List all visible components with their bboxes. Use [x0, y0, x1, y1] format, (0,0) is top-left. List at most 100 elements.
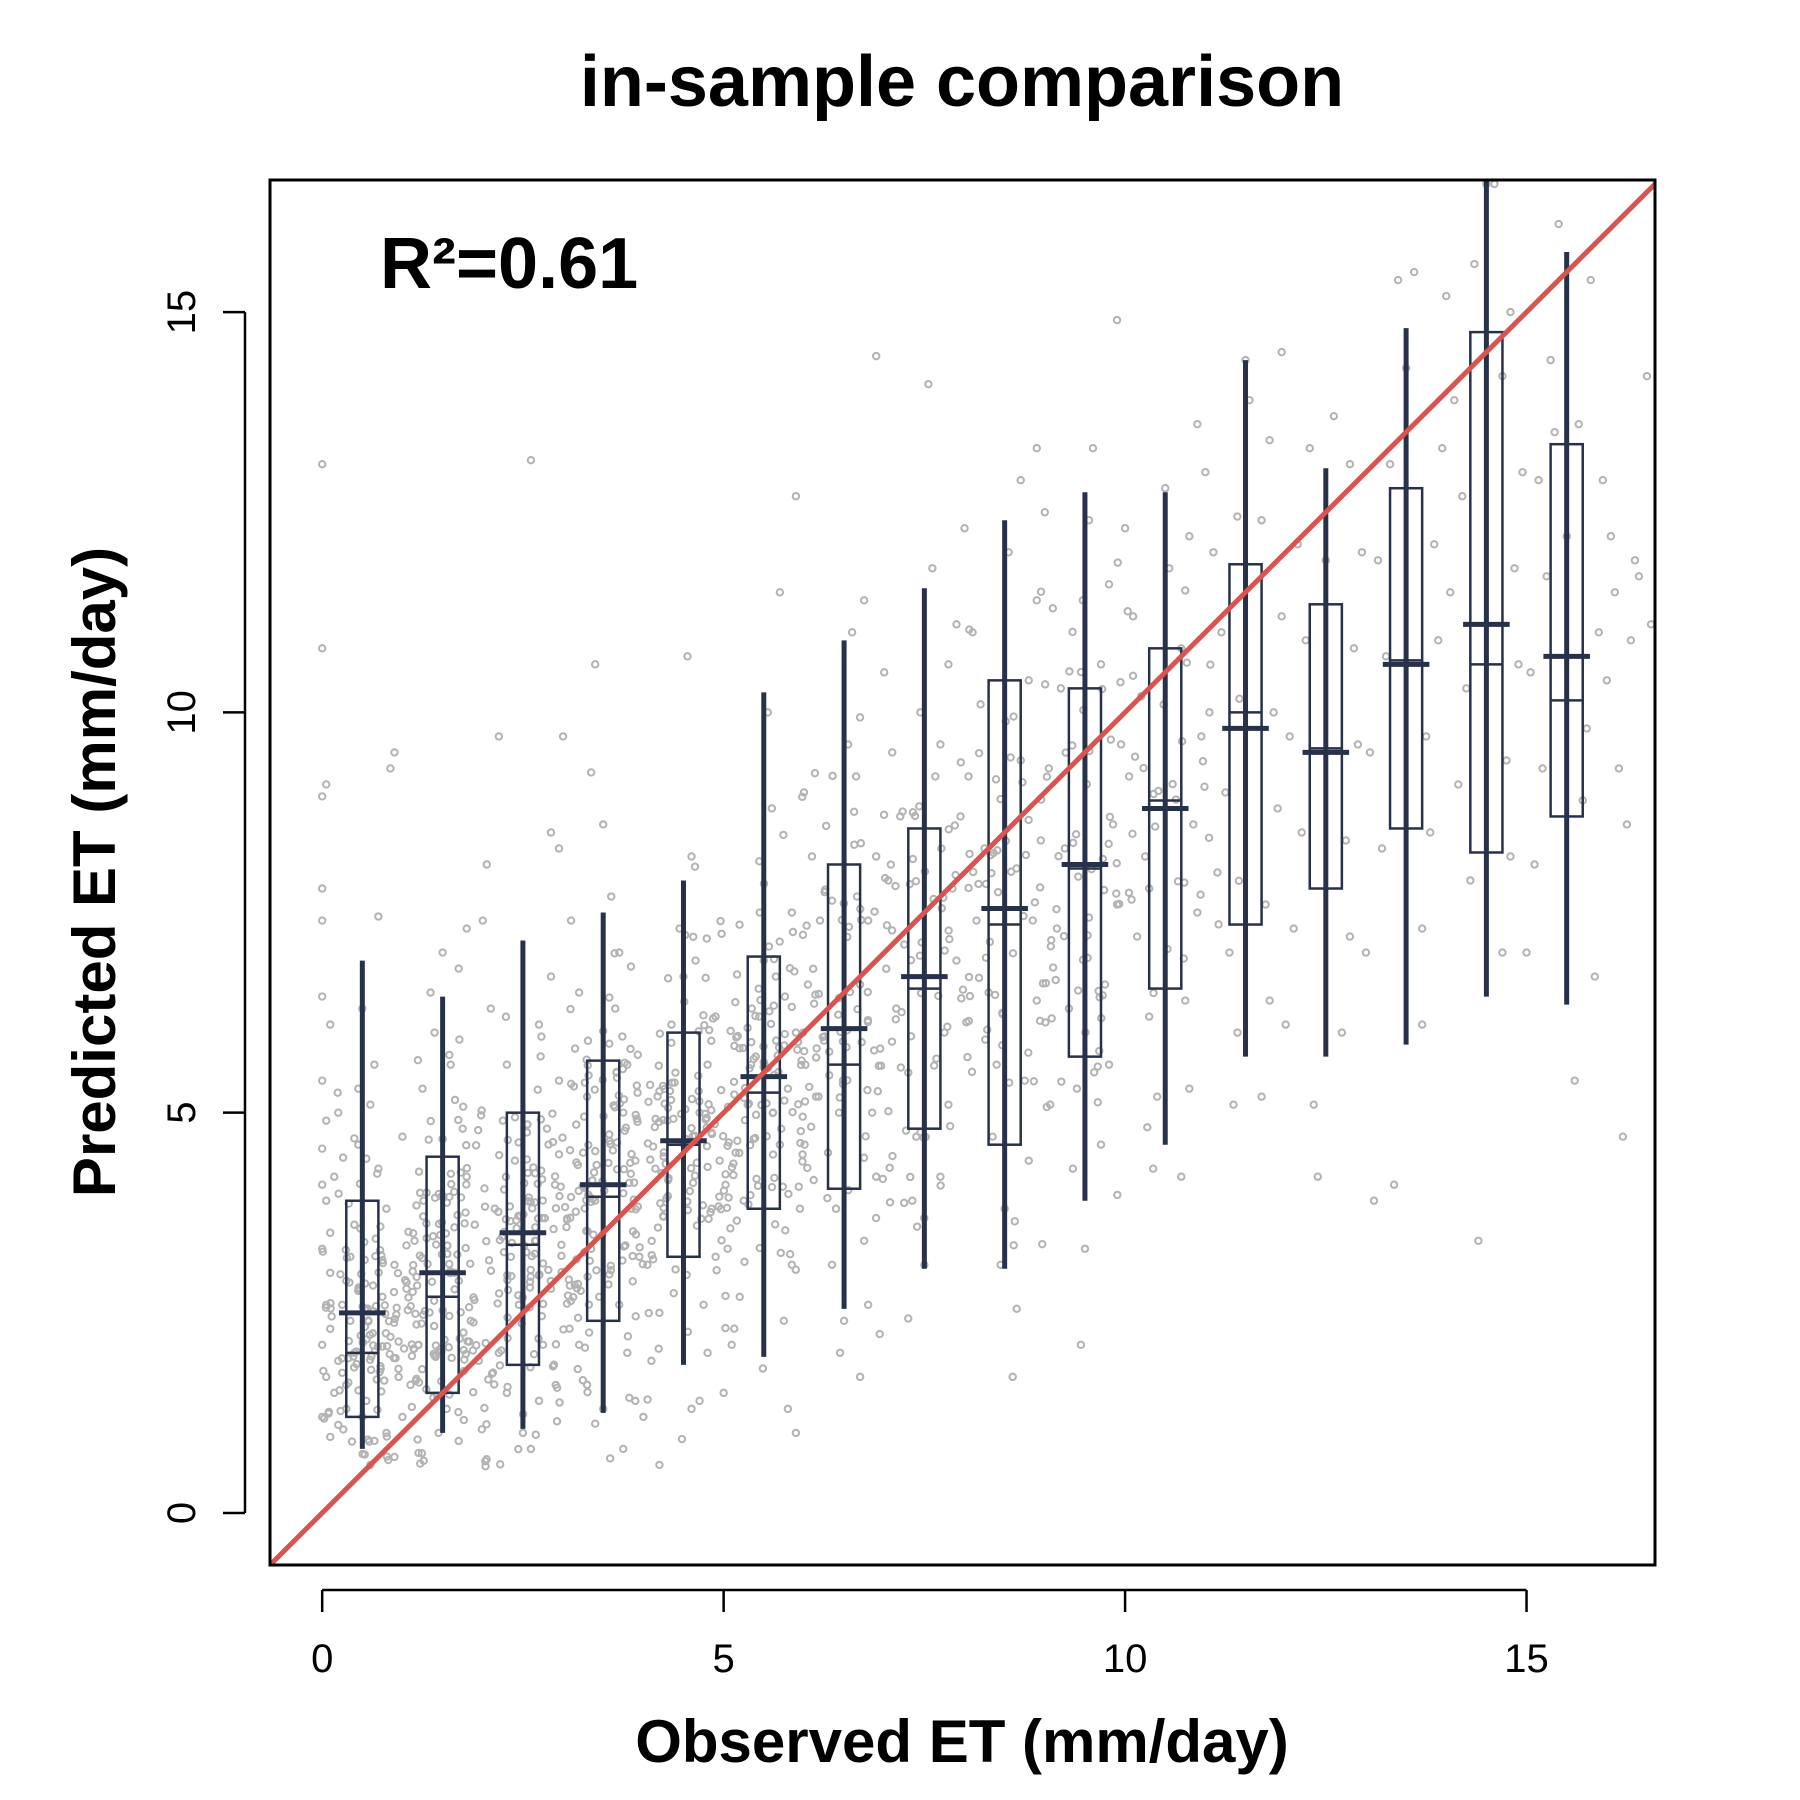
data-point	[570, 1044, 580, 1053]
data-point	[631, 1312, 640, 1321]
data-point	[655, 1308, 664, 1318]
data-point	[1065, 667, 1074, 676]
data-point	[398, 1132, 407, 1141]
data-point	[400, 1275, 410, 1285]
data-point	[699, 1300, 708, 1310]
data-point	[536, 1052, 545, 1061]
data-point	[723, 1244, 732, 1253]
data-point	[707, 1036, 716, 1046]
data-point	[851, 772, 861, 781]
data-point	[769, 1001, 779, 1010]
data-point	[1128, 671, 1138, 680]
data-point	[803, 980, 813, 989]
data-point	[1502, 756, 1511, 765]
data-point	[369, 1341, 378, 1350]
data-point	[770, 1220, 780, 1229]
data-point	[1112, 889, 1121, 898]
data-point	[1024, 1048, 1033, 1057]
data-point	[591, 1146, 600, 1156]
data-point	[1421, 732, 1431, 741]
data-point	[651, 1164, 660, 1173]
data-point	[374, 912, 383, 921]
data-point	[825, 1071, 834, 1080]
data-point	[1059, 931, 1069, 941]
data-point	[576, 1286, 585, 1296]
data-point	[1100, 980, 1110, 989]
data-point	[571, 1207, 581, 1216]
data-point	[461, 1243, 470, 1253]
data-point	[1510, 564, 1519, 573]
data-point	[469, 1293, 478, 1302]
data-point	[334, 1108, 343, 1117]
data-point	[1197, 732, 1206, 741]
data-point	[619, 1189, 628, 1198]
data-point	[573, 1160, 583, 1170]
data-point	[424, 1135, 433, 1144]
data-point	[1454, 780, 1463, 789]
data-point	[671, 1068, 680, 1077]
data-point	[638, 1259, 648, 1269]
data-point	[1217, 628, 1226, 637]
data-point	[783, 1404, 793, 1414]
data-point	[690, 862, 700, 871]
x-axis: 0 5 10 15	[311, 1588, 1549, 1681]
data-point	[691, 956, 700, 965]
data-point	[389, 1287, 399, 1297]
data-point	[974, 748, 984, 758]
data-point	[370, 1436, 379, 1446]
data-point	[834, 1010, 843, 1019]
data-point	[958, 985, 968, 994]
data-point	[618, 1032, 627, 1041]
data-point	[870, 907, 879, 916]
data-point	[915, 802, 924, 811]
data-point	[562, 1299, 572, 1308]
data-point	[317, 884, 327, 893]
data-point	[847, 628, 857, 637]
data-point	[552, 1417, 562, 1426]
data-point	[1273, 804, 1282, 813]
data-point	[990, 990, 1000, 1000]
data-point	[573, 1313, 583, 1323]
data-point	[1148, 1164, 1158, 1173]
data-point	[472, 1341, 481, 1350]
data-point	[631, 1156, 640, 1165]
data-point	[1113, 1190, 1122, 1200]
x-tick-label: 5	[713, 1637, 735, 1681]
data-point	[1474, 1236, 1483, 1245]
data-point	[1047, 1014, 1056, 1023]
data-point	[810, 768, 820, 778]
data-point	[1032, 996, 1041, 1005]
data-point	[1377, 844, 1387, 853]
data-point	[373, 1169, 382, 1178]
data-point	[589, 1230, 598, 1239]
data-point	[1530, 860, 1539, 869]
data-point	[1470, 259, 1479, 269]
data-point	[766, 1019, 776, 1029]
data-point	[628, 1227, 638, 1236]
data-point	[735, 1292, 744, 1302]
data-point	[704, 1100, 713, 1109]
data-point	[882, 964, 891, 973]
data-point	[589, 1168, 599, 1177]
data-point	[967, 1067, 977, 1077]
data-point	[573, 1364, 582, 1374]
data-point	[1381, 652, 1391, 661]
data-point	[477, 1106, 486, 1115]
data-point	[671, 1265, 680, 1274]
data-point	[482, 1237, 491, 1246]
data-point	[704, 1025, 714, 1035]
data-point	[707, 1128, 716, 1137]
data-point	[940, 1028, 949, 1037]
data-point	[702, 934, 711, 943]
data-point	[542, 1124, 552, 1133]
data-point	[450, 1285, 459, 1294]
data-point	[350, 1134, 359, 1143]
data-point	[615, 948, 624, 957]
data-point	[798, 1150, 807, 1159]
data-point	[1193, 908, 1202, 917]
data-point	[428, 1232, 438, 1241]
data-point	[1614, 764, 1624, 773]
data-point	[502, 1060, 512, 1069]
data-point	[993, 887, 1003, 897]
data-point	[1582, 724, 1591, 733]
